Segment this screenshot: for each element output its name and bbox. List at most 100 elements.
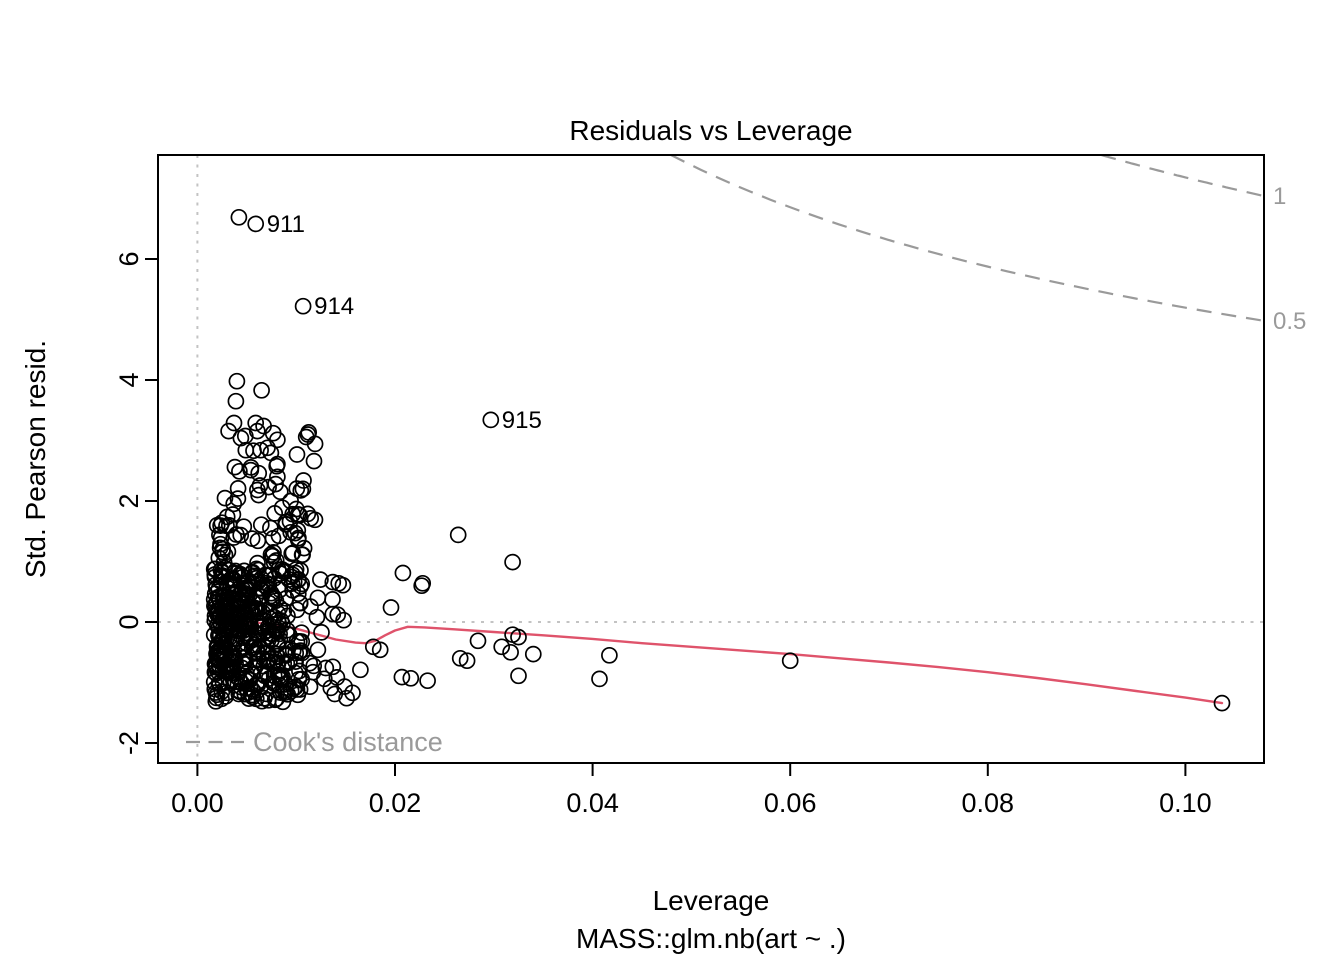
data-point [225, 610, 243, 627]
data-point [225, 495, 243, 513]
data-point [267, 592, 285, 610]
data-point [242, 461, 260, 479]
data-point [247, 414, 265, 432]
y-tick-label: 6 [114, 251, 144, 266]
data-point [265, 654, 283, 671]
data-point [263, 587, 280, 605]
data-point [293, 633, 311, 650]
data-point [263, 631, 280, 649]
data-point [218, 508, 236, 526]
data-point [226, 650, 244, 668]
data-point [324, 573, 342, 591]
data-point [230, 208, 248, 226]
data-point [250, 486, 267, 504]
data-point [493, 638, 511, 656]
data-point [228, 372, 246, 390]
data-point [214, 543, 231, 561]
data-point [215, 553, 233, 571]
data-point [209, 663, 227, 680]
x-tick-label: 0.02 [369, 788, 422, 818]
data-point [285, 573, 303, 591]
data-point [274, 668, 291, 686]
data-point [286, 524, 304, 542]
data-point [277, 646, 294, 664]
data-point [269, 455, 286, 473]
cooks-contour-0.5 [670, 155, 1264, 322]
data-point [293, 546, 311, 564]
data-point [326, 685, 344, 703]
data-point [223, 633, 240, 651]
data-point [504, 553, 521, 571]
data-point [306, 511, 324, 529]
cooks-contour-label: 1 [1273, 183, 1286, 210]
point-label-914: 914 [314, 293, 354, 320]
data-point [330, 574, 348, 592]
cooks-distance-contours [670, 155, 1264, 322]
data-point [266, 505, 284, 522]
data-point [262, 546, 280, 563]
data-point [231, 462, 248, 480]
data-points [205, 208, 1231, 712]
data-point [482, 411, 500, 429]
data-point [249, 554, 266, 572]
data-point [335, 611, 352, 629]
data-point [324, 591, 341, 608]
data-point [352, 661, 369, 679]
data-point [218, 596, 236, 614]
data-point [248, 650, 266, 668]
data-point [781, 652, 799, 670]
data-point [295, 472, 312, 489]
data-point [267, 552, 285, 569]
data-point [510, 667, 527, 685]
data-point [250, 464, 268, 482]
data-point [217, 688, 235, 705]
data-point [382, 599, 400, 616]
x-tick-label: 0.08 [962, 788, 1015, 818]
data-point [288, 446, 306, 463]
data-point [233, 674, 251, 692]
data-point [1213, 694, 1231, 712]
reference-lines [158, 155, 1264, 763]
data-point [458, 652, 476, 670]
data-point [249, 676, 267, 694]
y-tick-label: 2 [114, 493, 144, 508]
data-point [249, 532, 267, 550]
data-point [288, 681, 306, 698]
data-point [251, 477, 269, 494]
data-point [419, 672, 436, 690]
x-tick-label: 0.04 [566, 788, 619, 818]
data-point [601, 646, 618, 664]
data-point [255, 417, 272, 435]
data-point [329, 606, 347, 624]
data-point [239, 597, 257, 615]
data-point [244, 666, 262, 683]
data-point [259, 439, 276, 457]
data-point [240, 628, 258, 646]
data-point [305, 452, 323, 470]
y-axis: -2 0 2 4 6 [114, 251, 158, 755]
data-point [295, 539, 313, 557]
data-point [344, 684, 361, 702]
data-point [247, 215, 265, 233]
data-point [451, 649, 469, 667]
data-point [394, 564, 412, 582]
cooks-contour-label: 0.5 [1273, 308, 1306, 335]
data-point [242, 601, 259, 619]
data-point [252, 441, 269, 459]
smooth-line [214, 617, 1224, 705]
x-tick-label: 0.06 [764, 788, 817, 818]
data-point [212, 561, 230, 579]
data-point [294, 297, 312, 315]
data-point [221, 604, 239, 622]
data-point [252, 516, 270, 534]
data-point [393, 668, 411, 686]
cooks-distance-legend: Cook's distance [186, 727, 443, 757]
data-point [245, 567, 263, 585]
data-point [301, 654, 319, 672]
data-point [260, 691, 277, 709]
data-point [220, 422, 237, 440]
data-point [312, 571, 329, 588]
data-point [294, 480, 312, 498]
